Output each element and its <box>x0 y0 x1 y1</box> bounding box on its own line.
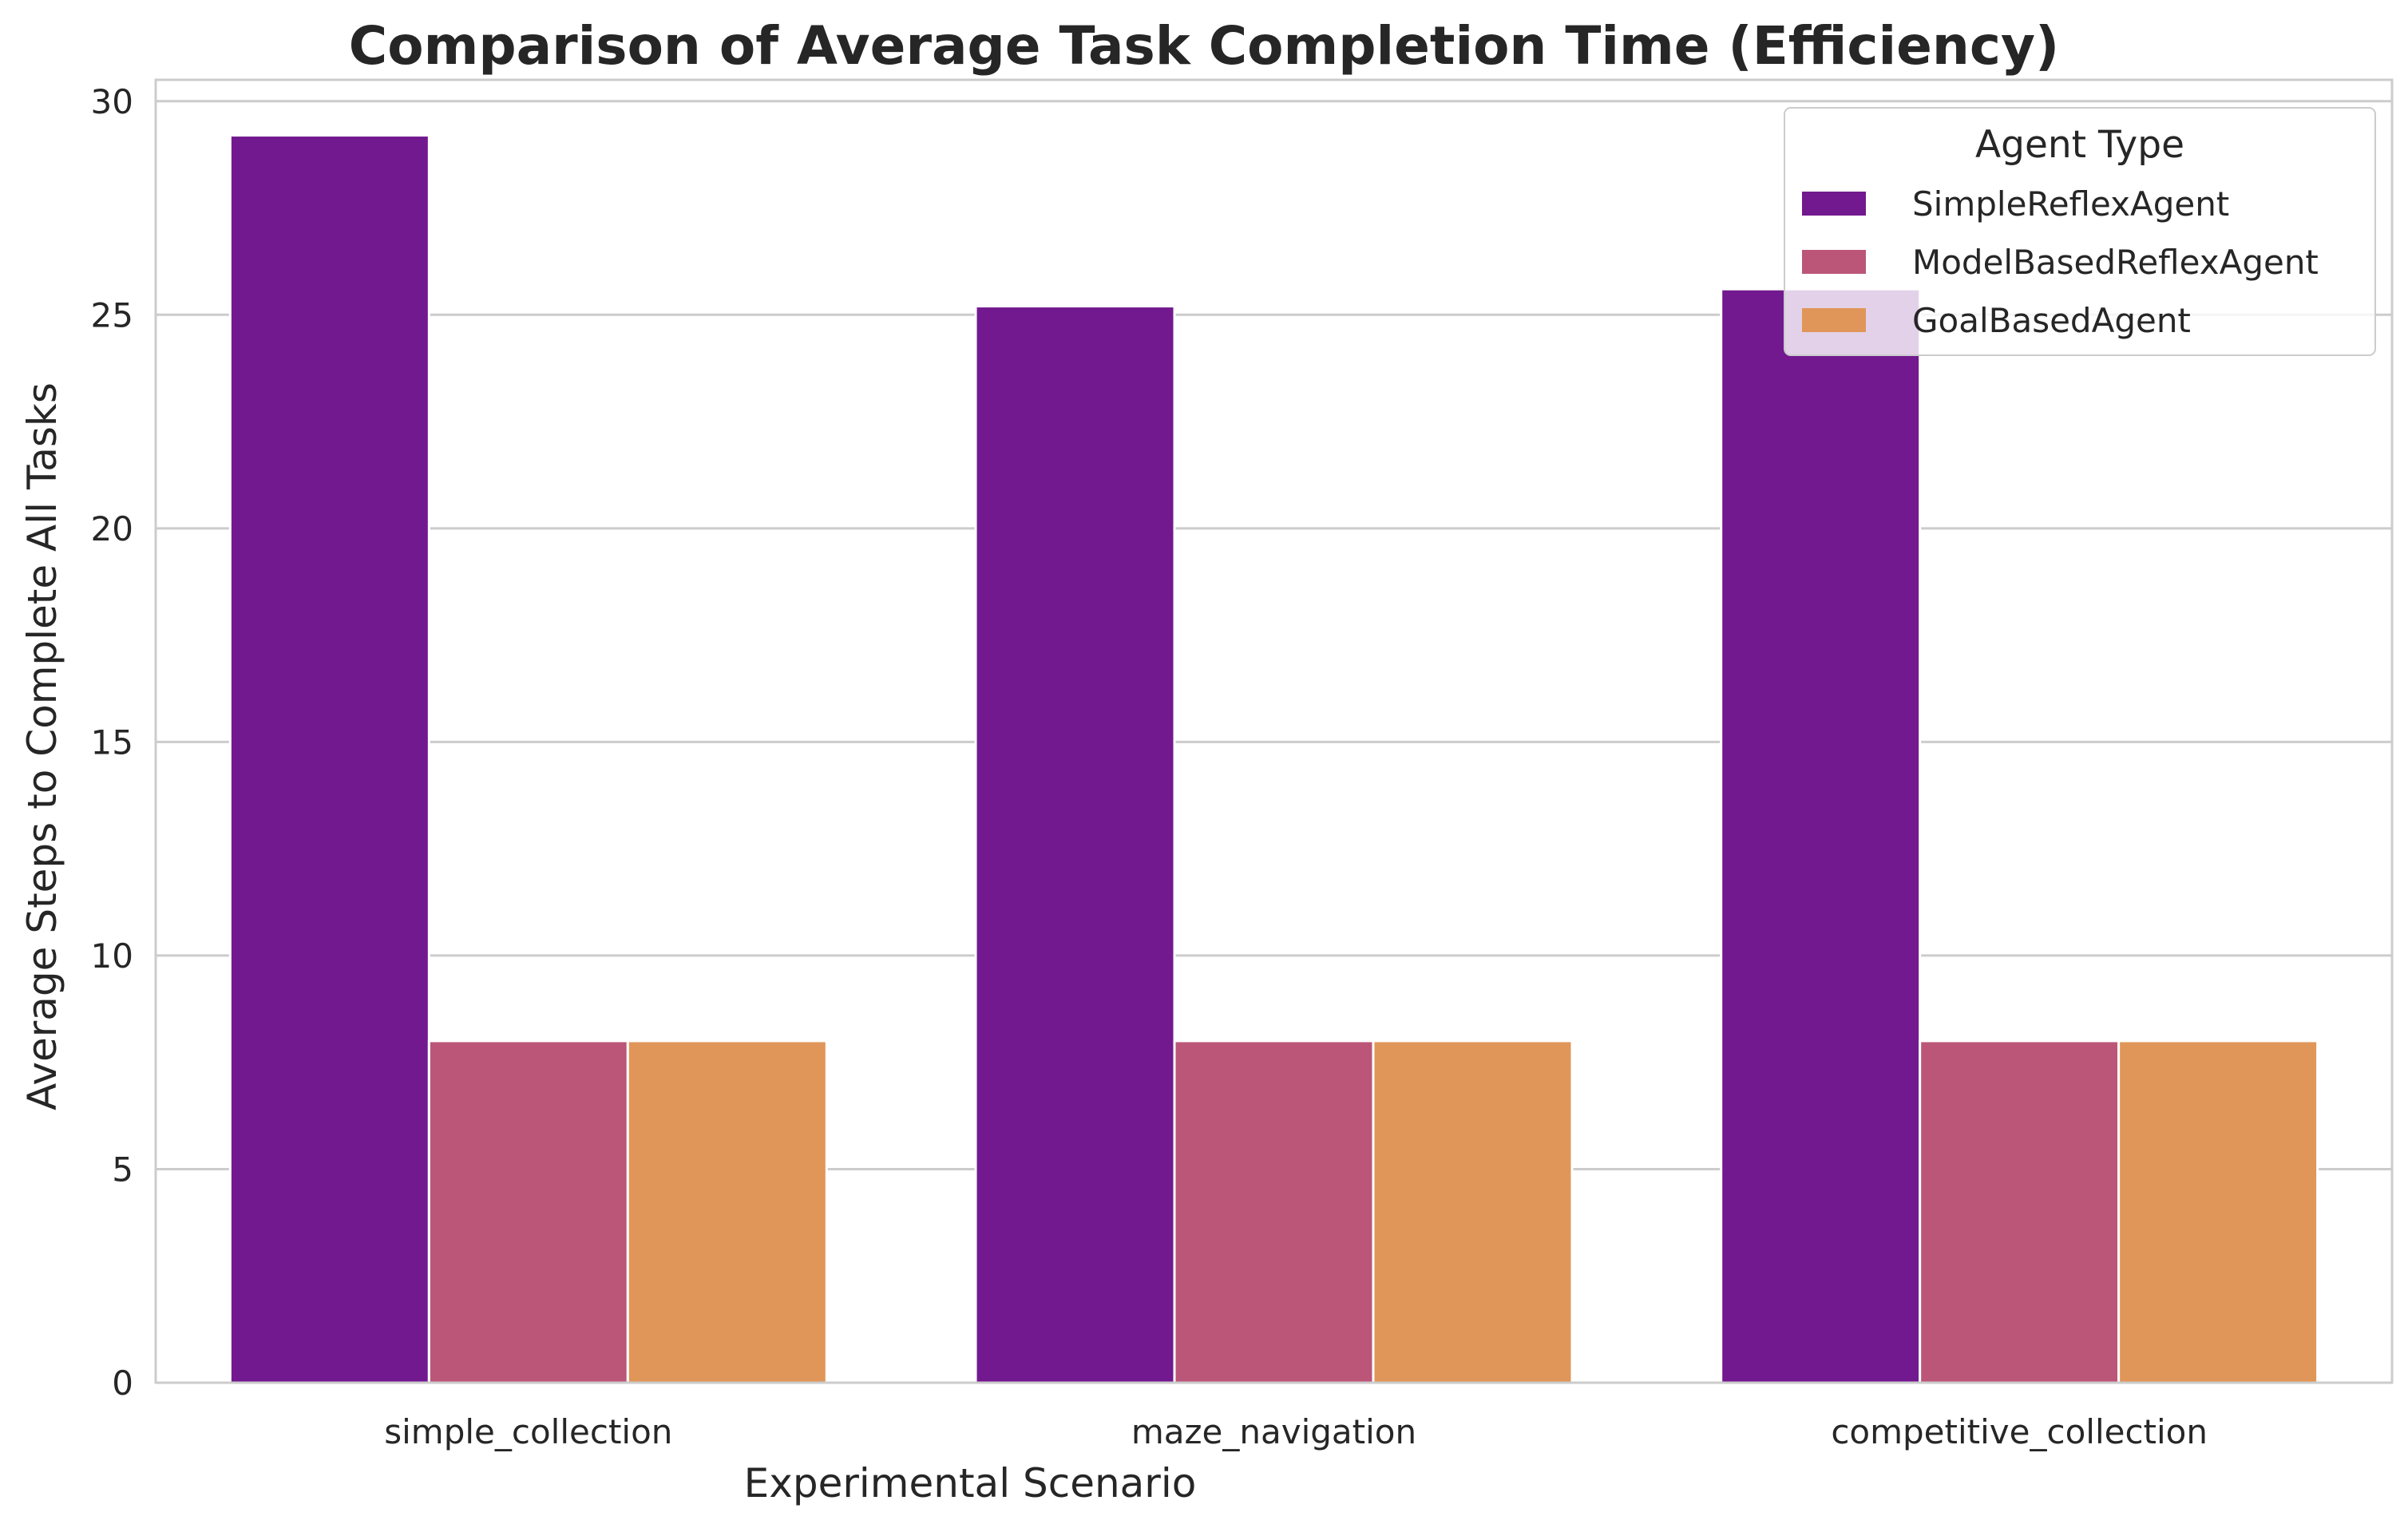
legend-swatch <box>1802 250 1866 274</box>
bar-SimpleReflexAgent-competitive_collection <box>1720 287 1922 1384</box>
legend-swatch <box>1802 308 1866 332</box>
y-tick-label: 25 <box>91 295 133 335</box>
y-tick-labels: 0 5 10 15 20 25 30 <box>91 82 133 1403</box>
x-tick-label: simple_collection <box>384 1412 672 1451</box>
x-tick-label: maze_navigation <box>1131 1412 1416 1451</box>
plot-frame <box>154 78 2394 1384</box>
bar-ModelBasedReflexAgent-competitive_collection <box>1919 1039 2121 1384</box>
bar-GoalBasedAgent-simple_collection <box>626 1039 828 1384</box>
bar-ModelBasedReflexAgent-maze_navigation <box>1173 1039 1375 1384</box>
legend-items: SimpleReflexAgent ModelBasedReflexAgent Go… <box>1802 184 2319 340</box>
bar-ModelBasedReflexAgent-simple_collection <box>427 1039 629 1384</box>
legend: Agent Type SimpleReflexAgent ModelBasedRe… <box>1784 107 2376 356</box>
legend-title: Agent Type <box>1975 123 2184 167</box>
y-tick-label: 10 <box>91 936 133 976</box>
bars <box>228 134 2319 1384</box>
y-axis-label: Average Steps to Complete All Tasks <box>19 382 65 1110</box>
x-tick-label: competitive_collection <box>1831 1412 2208 1451</box>
y-tick-label: 15 <box>91 722 133 762</box>
x-tick-labels: simple_collection maze_navigation competit… <box>384 1412 2208 1451</box>
bar-SimpleReflexAgent-maze_navigation <box>974 305 1176 1384</box>
legend-frame <box>1784 107 2376 356</box>
bar-GoalBasedAgent-competitive_collection <box>2117 1039 2319 1384</box>
y-tick-label: 20 <box>91 509 133 548</box>
bar-SimpleReflexAgent-simple_collection <box>228 134 430 1384</box>
y-tick-label: 5 <box>112 1150 133 1189</box>
bar-GoalBasedAgent-maze_navigation <box>1372 1039 1574 1384</box>
chart-title: Comparison of Average Task Completion Ti… <box>349 15 2059 77</box>
y-tick-label: 0 <box>112 1364 133 1403</box>
legend-label: GoalBasedAgent <box>1912 301 2191 340</box>
legend-label: ModelBasedReflexAgent <box>1912 243 2319 282</box>
legend-label: SimpleReflexAgent <box>1912 184 2229 224</box>
x-axis-label: Experimental Scenario <box>744 1460 1197 1506</box>
legend-swatch <box>1802 192 1866 216</box>
y-tick-label: 30 <box>91 82 133 121</box>
